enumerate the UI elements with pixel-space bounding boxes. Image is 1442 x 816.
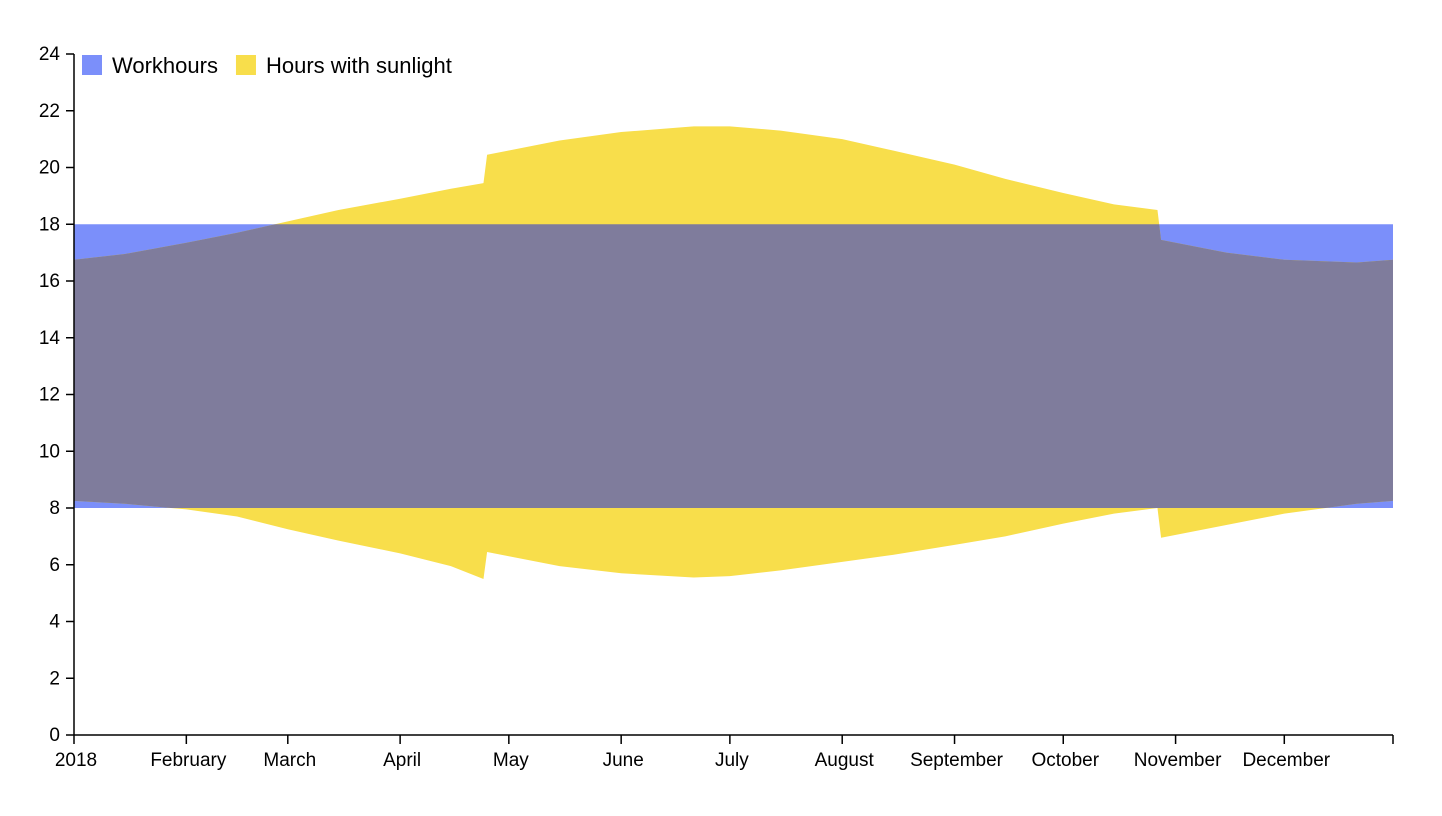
y-tick-label: 8 — [49, 498, 60, 519]
y-tick-label: 14 — [39, 328, 61, 349]
x-tick-label: March — [263, 750, 316, 771]
legend-swatch-workhours — [82, 55, 102, 75]
legend: Workhours Hours with sunlight — [82, 53, 452, 78]
x-tick-label: April — [383, 750, 421, 771]
y-tick-label: 2 — [49, 668, 60, 689]
x-tick-label: July — [715, 750, 749, 771]
legend-label-hours-with-sunlight: Hours with sunlight — [266, 53, 452, 78]
x-tick-label: June — [603, 750, 644, 771]
y-tick-label: 18 — [39, 214, 60, 235]
y-tick-label: 16 — [39, 271, 60, 292]
x-tick-label: December — [1242, 750, 1330, 771]
y-tick-label: 10 — [39, 441, 60, 462]
plot-area — [74, 126, 1393, 579]
x-tick-label: August — [815, 750, 875, 771]
y-tick-label: 0 — [49, 725, 60, 746]
x-tick-label: 2018 — [55, 750, 97, 771]
legend-swatch-hours-with-sunlight — [235, 55, 256, 75]
y-tick-label: 22 — [39, 101, 60, 122]
legend-label-workhours: Workhours — [112, 53, 218, 78]
y-tick-label: 20 — [39, 158, 60, 179]
x-tick-label: September — [910, 750, 1004, 771]
y-tick-label: 24 — [39, 44, 61, 65]
x-axis: 2018 February March April May June July August S… — [55, 734, 1394, 771]
y-tick-label: 12 — [39, 385, 60, 406]
x-tick-label: February — [150, 750, 227, 771]
x-tick-label: October — [1031, 750, 1099, 771]
y-tick-label: 6 — [49, 555, 60, 576]
x-tick-label: May — [493, 750, 529, 771]
y-tick-label: 4 — [49, 612, 60, 633]
area-overlap — [74, 224, 1393, 508]
x-tick-label: November — [1134, 750, 1222, 771]
